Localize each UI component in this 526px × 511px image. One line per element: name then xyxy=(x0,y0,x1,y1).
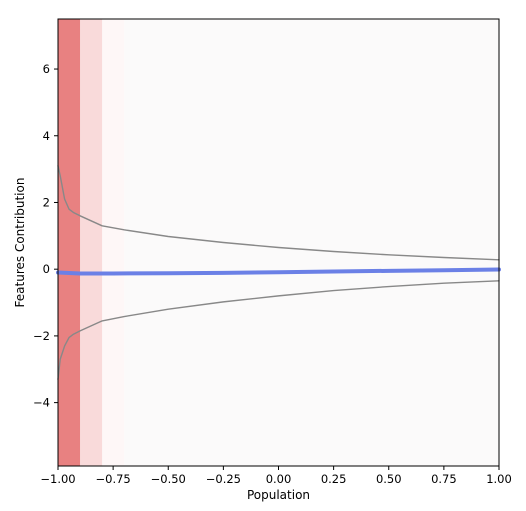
x-axis-label: Population xyxy=(247,488,310,502)
lower-bound-line xyxy=(57,280,500,380)
x-tick-label: −1.00 xyxy=(40,472,75,486)
y-axis-label: Features Contribution xyxy=(13,178,27,308)
x-tick-label: 0.75 xyxy=(431,472,457,486)
x-tick-label: −0.25 xyxy=(206,472,241,486)
x-tick-label: 1.00 xyxy=(486,472,512,486)
y-tick-label: 6 xyxy=(43,62,50,76)
density-band-2 xyxy=(102,19,125,466)
y-tick-label: 2 xyxy=(43,195,50,209)
x-axis-ticks: −1.00 −0.75 −0.50 −0.25 0.00 0.25 0.50 0.75 1.00 xyxy=(40,466,512,486)
density-band-1 xyxy=(80,19,103,466)
x-tick-label: 0.50 xyxy=(376,472,402,486)
x-tick-label: −0.50 xyxy=(151,472,186,486)
density-band-0 xyxy=(58,19,81,466)
x-tick-label: 0.00 xyxy=(266,472,292,486)
series-lines xyxy=(56,165,501,380)
y-axis-ticks: −4 −2 0 2 4 6 xyxy=(33,62,58,410)
x-tick-label: −0.75 xyxy=(96,472,131,486)
x-tick-label: 0.25 xyxy=(321,472,347,486)
upper-bound-line xyxy=(57,165,500,261)
y-tick-label: −4 xyxy=(33,396,50,410)
mean-line xyxy=(56,267,501,276)
density-bands xyxy=(58,19,500,466)
y-tick-label: −2 xyxy=(33,329,50,343)
y-tick-label: 0 xyxy=(43,262,50,276)
y-tick-label: 4 xyxy=(43,129,50,143)
density-band-3 xyxy=(124,19,500,466)
